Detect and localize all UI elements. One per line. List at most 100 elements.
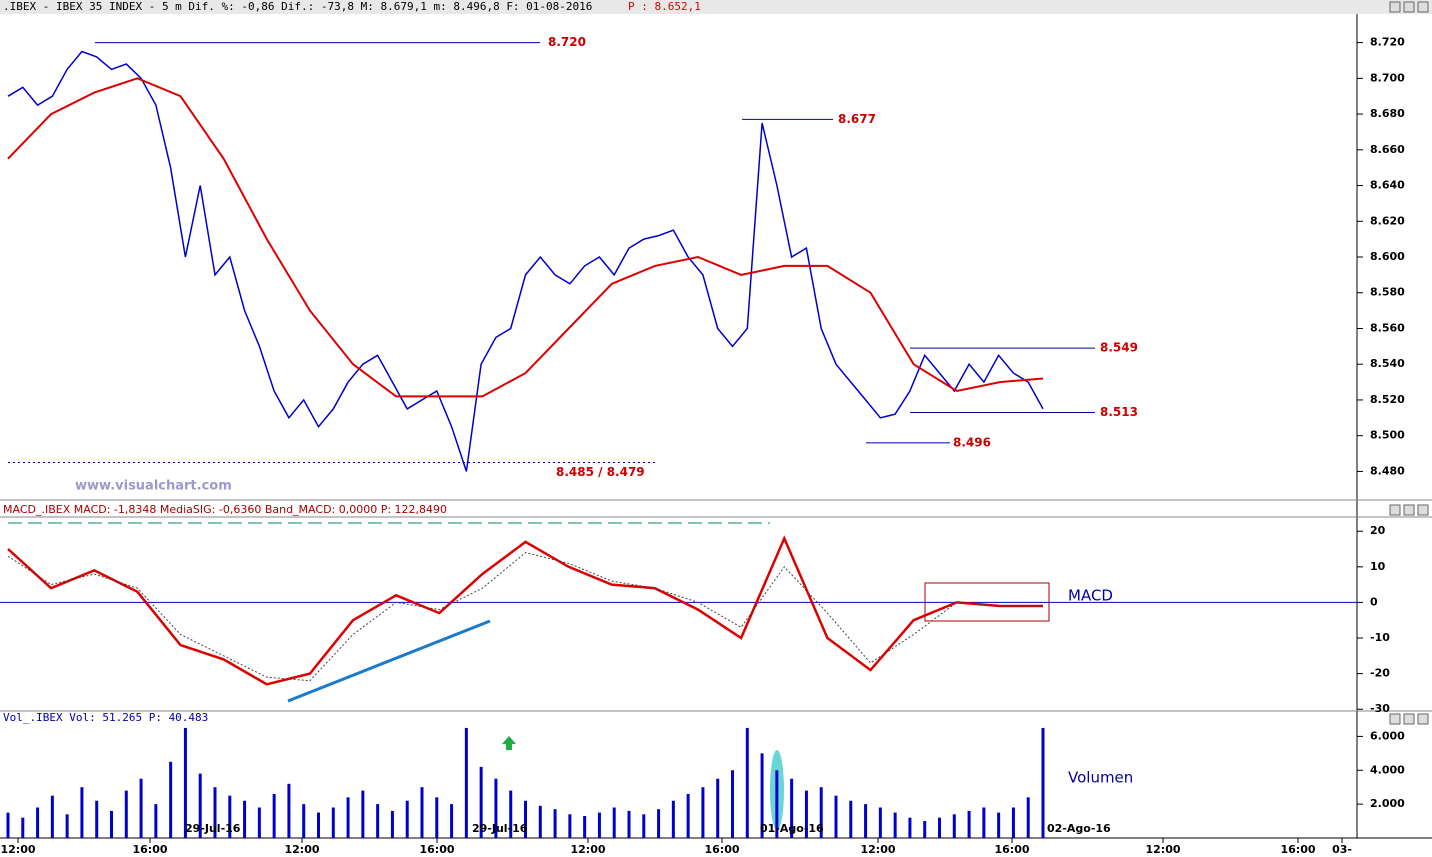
y-tick-label: -10 (1370, 631, 1390, 644)
y-tick-label: 8.580 (1370, 286, 1405, 299)
volume-bar (908, 817, 912, 838)
volume-bar (804, 790, 808, 838)
header-bar (0, 0, 1432, 14)
window-buttons (1389, 1, 1429, 725)
volume-bar (376, 804, 380, 838)
volume-bar (819, 787, 823, 838)
x-tick-label: 12:00 (284, 843, 319, 856)
volume-bar (790, 778, 794, 838)
macd-title: MACD_.IBEX MACD: -1,8348 MediaSIG: -0,63… (3, 503, 447, 516)
volume-bar (849, 800, 853, 838)
y-tick-label: 8.480 (1370, 464, 1405, 477)
volume-bar (169, 761, 173, 838)
volume-bar (509, 790, 513, 838)
volume-bar (997, 812, 1001, 838)
date-label: 02-Ago-16 (1047, 822, 1111, 835)
volume-bar (36, 807, 40, 838)
x-tick-label: 12:00 (860, 843, 895, 856)
button[interactable] (1403, 1, 1415, 13)
series-line (7, 535, 1043, 686)
date-label: 29-Jul-16 (185, 822, 241, 835)
arrow-icon (502, 736, 516, 750)
y-tick-label: 8.640 (1370, 179, 1405, 192)
x-tick-label: 16:00 (704, 843, 739, 856)
y-tick-label: -30 (1370, 702, 1390, 715)
x-tick-label: 03- (1332, 843, 1352, 856)
level-label: 8.720 (548, 35, 586, 49)
button[interactable] (1417, 713, 1429, 725)
volume-bar (538, 805, 542, 838)
volume-bar (923, 821, 927, 838)
volume-bar (671, 800, 675, 838)
volume-bar (745, 727, 749, 838)
volume-bar (228, 795, 232, 838)
volume-bar (390, 810, 394, 838)
x-tick-label: 16:00 (132, 843, 167, 856)
y-tick-label: 2.000 (1370, 797, 1405, 810)
level-label: 8.485 / 8.479 (556, 465, 645, 479)
button[interactable] (1389, 1, 1401, 13)
x-tick-label: 12:00 (1145, 843, 1180, 856)
y-tick-label: 8.500 (1370, 429, 1405, 442)
level-label: 8.513 (1100, 405, 1138, 419)
y-tick-label: 0 (1370, 595, 1378, 608)
x-tick-label: 12:00 (570, 843, 605, 856)
button[interactable] (1417, 1, 1429, 13)
y-tick-label: -20 (1370, 667, 1390, 680)
volume-bar (864, 804, 868, 838)
volume-bar (213, 787, 217, 838)
series-line (7, 50, 1044, 472)
volume-bar (568, 814, 572, 838)
y-tick-label: 20 (1370, 524, 1386, 537)
series-line (7, 77, 1044, 398)
volume-bar (1011, 807, 1015, 838)
volume-bar (464, 727, 468, 838)
volume-bar (317, 812, 320, 838)
volume-bar (834, 795, 838, 838)
volume-bar (583, 815, 587, 838)
volume-bar (198, 773, 202, 838)
volume-bar (272, 793, 276, 838)
volume-bar (597, 812, 601, 838)
volume-bar (183, 727, 187, 838)
volume-bar (80, 787, 84, 838)
level-label: 8.496 (953, 435, 991, 449)
button[interactable] (1403, 504, 1415, 516)
x-tick-label: 12:00 (0, 843, 35, 856)
volume-bar (420, 787, 424, 838)
watermark: www.visualchart.com (75, 479, 232, 494)
volume-bar (154, 804, 158, 838)
button[interactable] (1389, 713, 1401, 725)
button[interactable] (1417, 504, 1429, 516)
volume-bar (50, 795, 54, 838)
volume-bar (435, 797, 439, 838)
volume-bar (346, 797, 350, 838)
volume-bar (494, 778, 498, 838)
button[interactable] (1389, 504, 1401, 516)
volume-bar (701, 787, 705, 838)
y-tick-label: 8.560 (1370, 321, 1405, 334)
y-tick-label: 8.600 (1370, 250, 1405, 263)
volume-bar (21, 817, 25, 838)
volume-bar (524, 800, 527, 838)
volume-bar (612, 807, 616, 838)
y-tick-label: 8.700 (1370, 71, 1405, 84)
volume-bar (405, 800, 409, 838)
level-label: 8.549 (1100, 341, 1138, 355)
volume-bar (6, 812, 10, 838)
volume-bar (65, 814, 69, 838)
y-tick-label: 8.520 (1370, 393, 1405, 406)
volume-bar (627, 810, 631, 838)
button[interactable] (1403, 713, 1415, 725)
y-tick-label: 8.680 (1370, 107, 1405, 120)
y-tick-label: 4.000 (1370, 763, 1405, 776)
header-text: .IBEX - IBEX 35 INDEX - 5 m Dif. %: -0,8… (3, 0, 592, 13)
volume-bar (938, 817, 941, 838)
volume-label: Volumen (1068, 769, 1133, 787)
volume-bar (952, 814, 956, 838)
y-tick-label: 6.000 (1370, 729, 1405, 742)
volume-bar (361, 790, 365, 838)
header-price: P : 8.652,1 (628, 0, 701, 13)
volume-bar (243, 800, 247, 838)
